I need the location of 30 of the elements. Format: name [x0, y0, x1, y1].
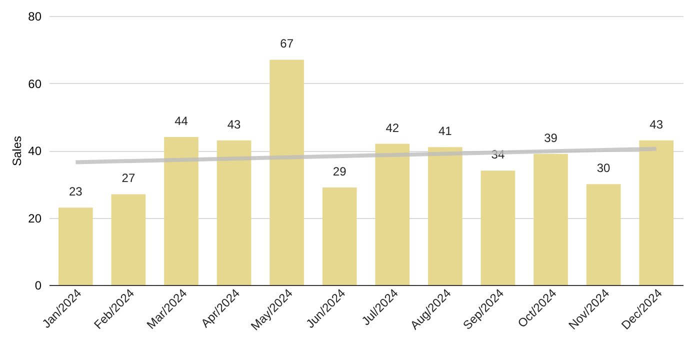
data-label: 41	[438, 124, 452, 138]
bar	[58, 208, 93, 285]
bar	[586, 184, 621, 285]
data-label: 39	[544, 130, 558, 145]
data-label: 67	[280, 36, 294, 51]
data-label: 44	[174, 114, 188, 128]
data-label: 43	[227, 117, 242, 132]
bar	[216, 140, 252, 285]
data-label: 43	[650, 117, 664, 132]
data-label: 23	[68, 184, 83, 199]
y-tick-label: 80	[28, 10, 42, 24]
bar	[111, 194, 146, 285]
bar	[428, 147, 462, 285]
bar	[639, 140, 674, 285]
bar	[480, 170, 516, 285]
data-label: 42	[386, 120, 400, 135]
data-label: 34	[491, 148, 505, 162]
y-tick-label: 0	[34, 278, 42, 292]
y-tick-label: 20	[28, 211, 42, 226]
bar	[322, 187, 357, 285]
data-label: 27	[122, 171, 136, 186]
bar	[375, 144, 410, 285]
data-label: 30	[596, 161, 611, 176]
bar	[164, 137, 198, 285]
bar	[534, 154, 568, 285]
bar	[270, 60, 304, 285]
y-tick-label: 60	[28, 76, 42, 91]
y-axis-title: Sales	[10, 136, 24, 166]
y-tick-label: 40	[28, 144, 42, 158]
data-label: 29	[332, 164, 347, 178]
